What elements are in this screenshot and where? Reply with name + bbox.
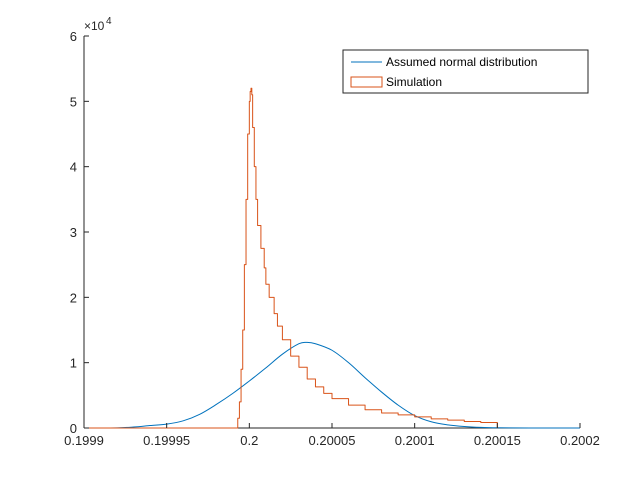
axes (83, 36, 580, 429)
legend: Assumed normal distribution Simulation (342, 49, 589, 94)
y-tick-label: 2 (70, 290, 77, 305)
y-tick-label: 0 (70, 421, 77, 436)
y-tick-label: 1 (70, 356, 77, 371)
tick-labels: 0.1999 0.19995 0.2 0.20005 0.2001 0.20015 0.20… (64, 29, 600, 448)
y-exponent: ×10 4 (84, 16, 112, 33)
legend-swatch-simulation (350, 76, 383, 88)
legend-label: Assumed normal distribution (386, 55, 537, 69)
plot-area (83, 87, 581, 429)
y-tick-label: 5 (70, 94, 77, 109)
legend-label: Simulation (386, 75, 442, 89)
y-tick-label: 3 (70, 225, 77, 240)
x-tick-label: 0.1999 (64, 433, 104, 448)
tick-marks (83, 35, 581, 429)
x-tick-label: 0.2001 (395, 433, 435, 448)
series-line-normal (83, 341, 581, 429)
x-tick-label: 0.2002 (560, 433, 600, 448)
y-tick-label: 4 (70, 160, 77, 175)
x-tick-label: 0.20015 (474, 433, 521, 448)
legend-box (342, 49, 589, 94)
y-tick-label: 6 (70, 29, 77, 44)
series-line-simulation (84, 87, 498, 429)
x-tick-label: 0.2 (240, 433, 258, 448)
y-exponent-base: ×10 (84, 19, 105, 33)
y-exponent-power: 4 (106, 16, 112, 27)
x-tick-label: 0.20005 (309, 433, 356, 448)
x-tick-label: 0.19995 (143, 433, 190, 448)
